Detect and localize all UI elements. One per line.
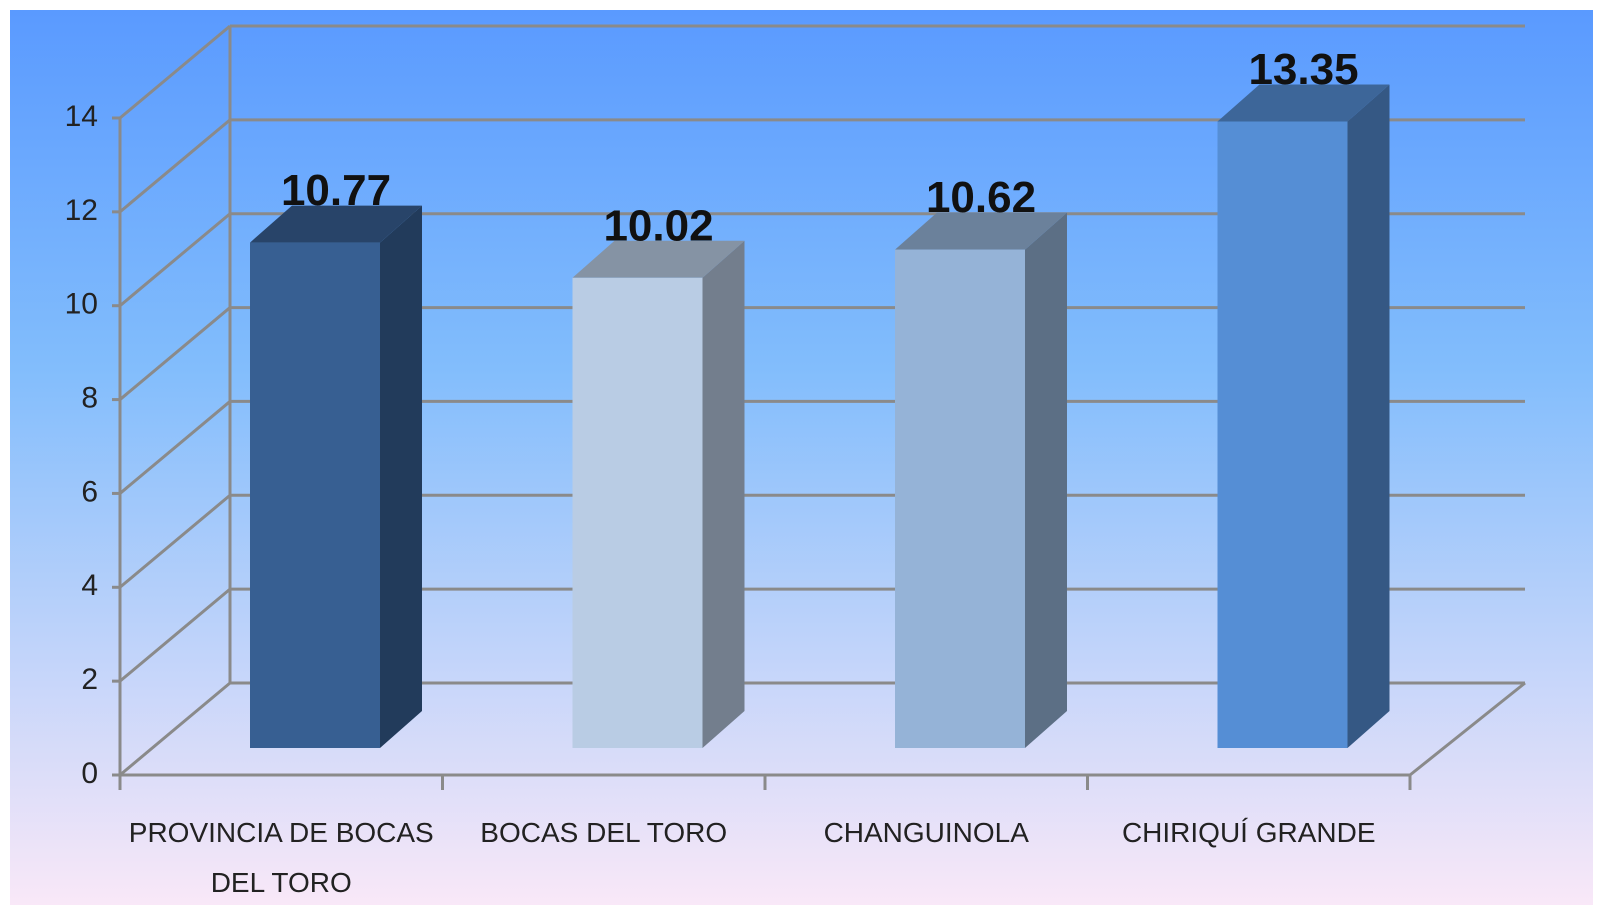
value-label: 10.02 — [603, 201, 713, 250]
bar-side — [1025, 212, 1067, 748]
bar-side — [1347, 84, 1390, 749]
y-tick-label: 10 — [65, 288, 98, 321]
bar-side — [702, 240, 745, 749]
x-tick-label: CHIRIQUÍ GRANDE — [1121, 817, 1376, 848]
y-tick-label: 2 — [81, 663, 98, 696]
x-tick-label: PROVINCIA DE BOCAS DEL TORO — [128, 817, 434, 898]
bar-top — [572, 240, 745, 278]
grid-line — [119, 24, 231, 120]
x-tick-label: CHANGUINOLA — [823, 817, 1029, 848]
grid-line — [119, 118, 231, 214]
y-tick-label: 4 — [81, 569, 98, 602]
y-tick-label: 8 — [81, 381, 98, 414]
grid-line — [119, 306, 231, 401]
y-tick-label: 14 — [65, 100, 98, 133]
value-label: 10.77 — [281, 166, 391, 215]
bar-side — [380, 205, 422, 748]
floor-edge — [1409, 681, 1526, 777]
bar-top — [895, 212, 1067, 250]
bar-top — [250, 205, 422, 243]
bar — [895, 249, 1025, 748]
grid-line — [119, 681, 231, 777]
y-tick-label: 12 — [65, 194, 98, 227]
grid-line — [119, 494, 231, 589]
bar — [572, 277, 703, 748]
value-label: 10.62 — [926, 173, 1036, 222]
grid-line — [119, 212, 231, 307]
y-tick-label: 6 — [81, 475, 98, 508]
x-tick-label: BOCAS DEL TORO — [480, 817, 728, 848]
y-tick-label: 0 — [81, 757, 98, 790]
grid-line — [119, 587, 231, 683]
value-label: 13.35 — [1248, 45, 1358, 94]
bar — [250, 242, 380, 748]
bar-top — [1217, 84, 1390, 122]
bar — [1217, 121, 1348, 749]
grid-line — [119, 400, 231, 495]
